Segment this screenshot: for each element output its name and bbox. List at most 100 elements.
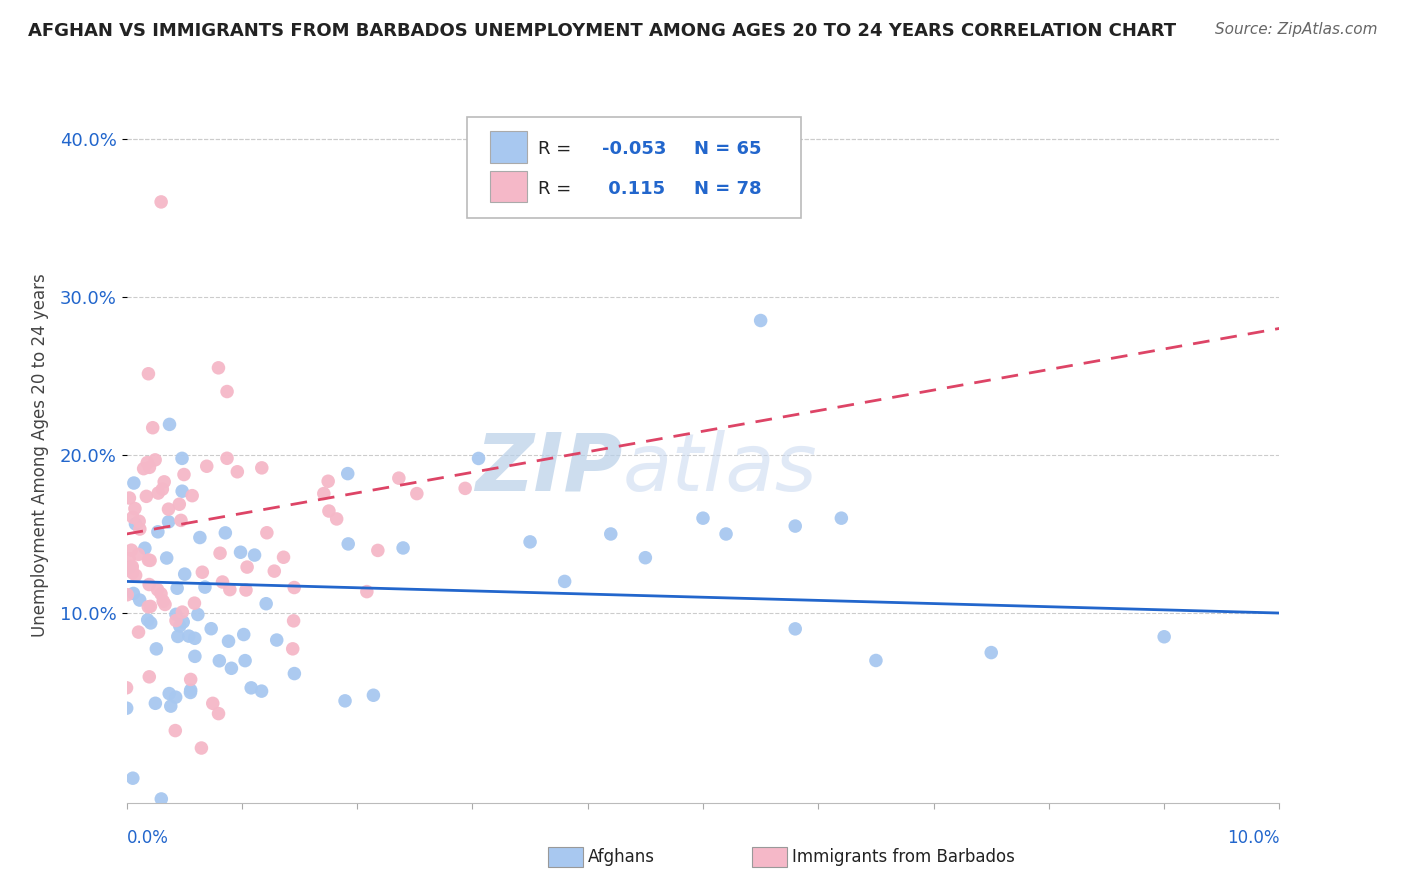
Point [1153,630,1175,644]
Point [256,525,278,540]
Point [156,551,179,566]
Point [188,531,211,545]
Point [121,560,143,574]
Point [117,561,139,575]
Text: N = 78: N = 78 [693,180,762,198]
Point [195,459,218,474]
Point [121,771,143,785]
Point [157,687,180,701]
Point [405,486,427,500]
Point [250,461,273,475]
Point [138,577,160,591]
Point [191,566,214,580]
Point [124,501,146,516]
Point [118,491,141,505]
Point [165,723,187,738]
Point [554,574,576,589]
Point [318,504,340,518]
Point [312,486,335,500]
Point [150,587,173,601]
FancyBboxPatch shape [467,118,801,219]
Point [122,510,145,524]
Point [240,681,263,695]
Point [226,465,249,479]
Point [454,482,477,496]
Point [165,607,187,622]
Point [136,456,159,470]
Point [785,519,807,533]
Point [173,467,195,482]
Point [135,489,157,503]
Text: N = 65: N = 65 [693,140,761,159]
Point [177,629,200,643]
Point [136,613,159,627]
Point [388,471,411,485]
Point [139,615,162,630]
Point [172,605,194,619]
Text: R =: R = [538,140,576,159]
Point [634,550,657,565]
Point [153,598,176,612]
Point [157,515,180,529]
Text: 0.115: 0.115 [602,180,665,198]
Point [166,630,188,644]
Text: AFGHAN VS IMMIGRANTS FROM BARBADOS UNEMPLOYMENT AMONG AGES 20 TO 24 YEARS CORREL: AFGHAN VS IMMIGRANTS FROM BARBADOS UNEMP… [28,22,1177,40]
Point [142,421,165,435]
Point [127,548,149,562]
Point [215,384,238,399]
Point [283,666,305,681]
Point [467,451,489,466]
Point [254,597,277,611]
Text: ZIP: ZIP [475,430,623,508]
Point [190,741,212,756]
Point [218,634,240,648]
Point [145,641,167,656]
Point [118,551,141,566]
FancyBboxPatch shape [752,847,787,867]
Point [211,574,233,589]
Point [392,541,415,555]
Point [122,586,145,600]
Point [117,588,139,602]
Point [209,546,232,560]
Point [153,475,176,489]
Point [243,548,266,562]
Point [170,513,193,527]
Point [148,486,170,500]
Point [283,614,305,628]
Text: atlas: atlas [623,430,817,508]
FancyBboxPatch shape [489,171,527,202]
Point [128,625,150,640]
Point [138,367,160,381]
Point [316,474,339,488]
Point [229,545,252,559]
Point [749,313,772,327]
Text: 0.0%: 0.0% [127,829,169,847]
Point [157,502,180,516]
Point [830,511,852,525]
Point [235,582,257,597]
Point [150,194,173,209]
Point [356,584,378,599]
Point [170,451,193,466]
Point [221,661,243,675]
Point [159,417,181,432]
Point [122,476,145,491]
Point [281,641,304,656]
Point [124,516,146,531]
Point [132,461,155,475]
Point [150,792,173,806]
Point [124,568,146,582]
Point [336,467,359,481]
Point [273,550,295,565]
Point [115,701,138,715]
Point [599,527,621,541]
Point [121,559,143,574]
Point [236,560,259,574]
Text: 10.0%: 10.0% [1227,829,1279,847]
Point [139,553,162,567]
Point [138,670,160,684]
Point [325,512,347,526]
Point [146,582,169,597]
Point [194,580,217,594]
